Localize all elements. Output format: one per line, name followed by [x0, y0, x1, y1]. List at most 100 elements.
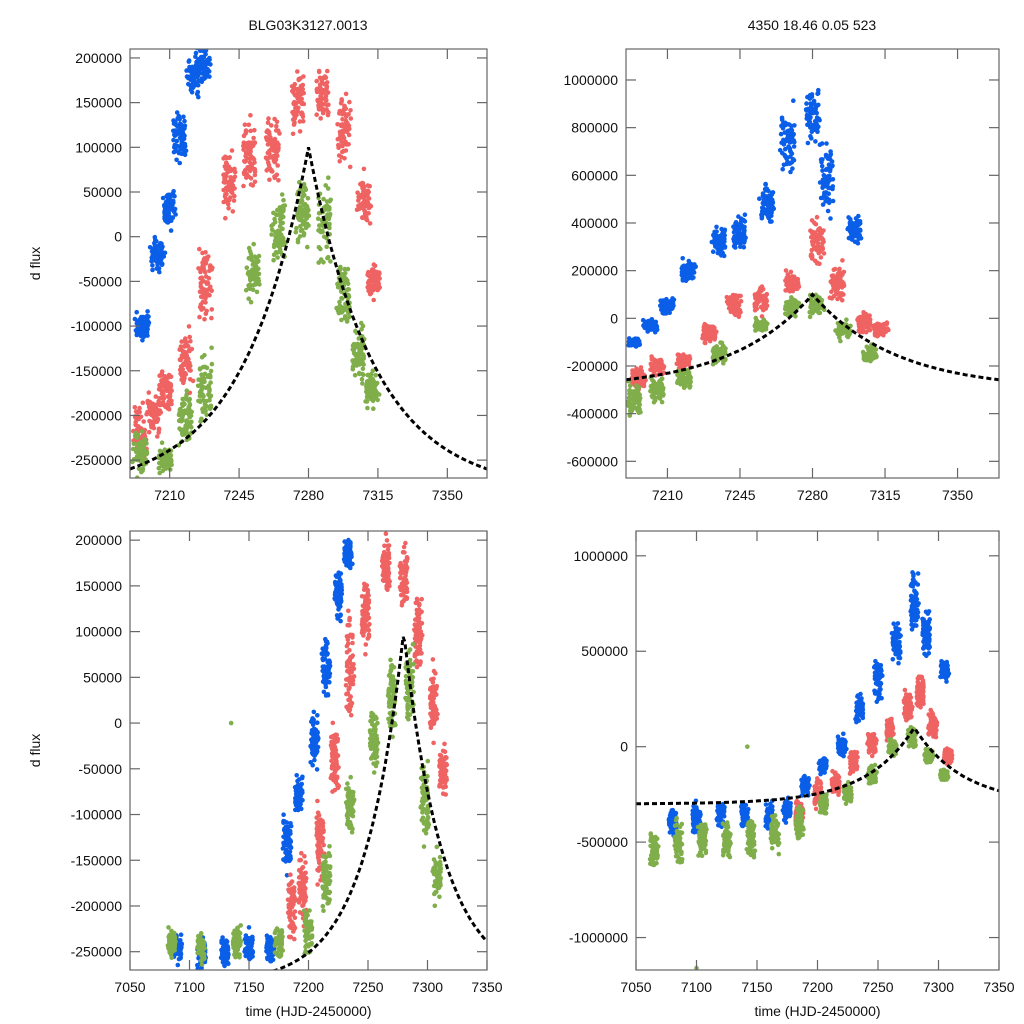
point-red	[205, 280, 210, 285]
point-green	[276, 241, 281, 247]
y-tick-label: 800000	[571, 120, 618, 136]
point-green	[326, 224, 332, 229]
point-red	[323, 94, 329, 99]
point-blue	[142, 319, 147, 325]
point-green	[162, 464, 167, 470]
point-green	[208, 368, 214, 374]
point-blue	[825, 208, 831, 214]
point-green	[860, 349, 866, 355]
point-blue	[246, 925, 252, 930]
point-green	[339, 317, 344, 323]
point-green	[302, 201, 308, 207]
point-blue	[268, 950, 274, 956]
point-green	[753, 324, 758, 330]
point-green	[254, 289, 260, 295]
point-red	[808, 235, 814, 240]
point-blue	[712, 235, 717, 240]
point-red	[209, 267, 214, 272]
point-red	[223, 215, 228, 221]
point-green	[184, 392, 189, 398]
point-red	[137, 409, 142, 415]
point-green	[873, 353, 878, 359]
point-red	[301, 74, 306, 79]
point-red	[831, 286, 836, 292]
point-red	[300, 86, 306, 92]
point-red	[252, 179, 258, 185]
point-blue	[738, 220, 743, 226]
point-red	[200, 263, 205, 269]
point-green	[376, 392, 382, 397]
point-red	[837, 272, 843, 278]
point-blue	[846, 235, 852, 241]
point-red	[264, 168, 270, 173]
series-red	[131, 68, 383, 463]
point-green	[179, 430, 185, 436]
point-blue	[781, 162, 787, 168]
point-red	[182, 370, 188, 376]
point-blue	[181, 114, 186, 120]
point-red	[365, 272, 371, 277]
point-blue	[714, 224, 719, 230]
point-red	[185, 362, 191, 368]
point-green	[305, 244, 310, 250]
point-blue	[736, 237, 742, 242]
point-red	[809, 247, 815, 253]
point-blue	[203, 52, 208, 57]
point-blue	[813, 124, 819, 129]
point-red	[189, 346, 195, 352]
point-blue	[174, 110, 180, 115]
point-green	[361, 372, 366, 378]
point-blue	[296, 789, 301, 794]
point-blue	[195, 82, 201, 88]
y-tick-label: 1000000	[563, 72, 618, 88]
point-green	[360, 366, 366, 372]
point-green	[627, 383, 633, 389]
point-red	[707, 338, 713, 344]
point-green	[818, 303, 823, 308]
point-red	[230, 209, 236, 214]
point-green	[271, 210, 276, 216]
point-blue	[670, 296, 675, 301]
point-blue	[805, 122, 810, 128]
model-curve	[130, 147, 487, 471]
point-green	[325, 254, 331, 260]
point-red	[133, 409, 139, 414]
point-blue	[828, 216, 833, 221]
point-blue	[824, 141, 829, 146]
point-red	[344, 129, 350, 135]
point-red	[198, 284, 204, 289]
point-red	[732, 311, 737, 316]
point-red	[326, 102, 331, 108]
point-blue	[807, 115, 812, 120]
point-red	[269, 137, 274, 143]
point-green	[179, 412, 184, 417]
point-blue	[159, 246, 164, 252]
point-red	[181, 353, 186, 359]
point-red	[339, 134, 345, 140]
point-green	[359, 327, 364, 332]
point-green	[326, 175, 331, 180]
point-red	[348, 116, 354, 121]
point-red	[151, 405, 157, 411]
point-green	[320, 228, 325, 234]
y-tick-label: -50000	[78, 273, 122, 289]
point-red	[203, 250, 208, 255]
y-tick-label: 200000	[75, 50, 122, 66]
point-red	[818, 255, 824, 260]
point-green	[207, 393, 212, 398]
point-blue	[718, 240, 724, 246]
point-red	[652, 362, 658, 368]
data-points	[130, 49, 383, 478]
point-green	[200, 384, 206, 390]
point-blue	[187, 66, 192, 72]
point-blue	[633, 341, 639, 347]
point-blue	[179, 942, 184, 948]
point-green	[184, 437, 190, 443]
point-blue	[299, 797, 304, 802]
point-blue	[757, 196, 762, 201]
point-green	[354, 357, 359, 363]
point-red	[269, 123, 274, 128]
point-red	[156, 386, 162, 392]
point-green	[177, 426, 182, 431]
point-red	[738, 293, 743, 299]
